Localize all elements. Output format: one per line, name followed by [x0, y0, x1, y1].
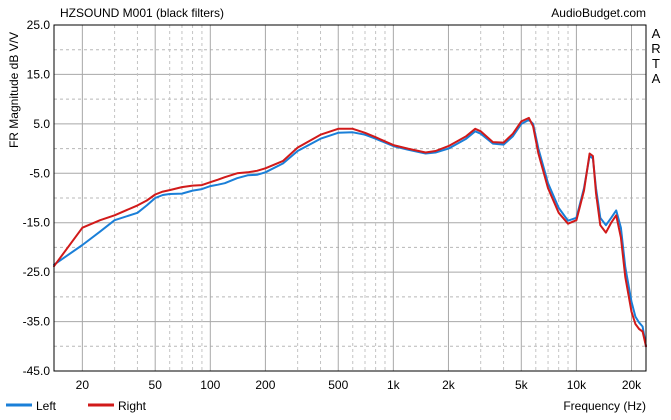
series-layer: [53, 116, 647, 348]
y-tick-label: -15.0: [23, 216, 51, 230]
y-tick-label: -25.0: [23, 265, 51, 279]
x-tick-label: 5k: [515, 378, 529, 392]
x-tick-label: 20: [76, 378, 90, 392]
series-line-right: [53, 116, 647, 348]
y-tick-label: -35.0: [23, 315, 51, 329]
x-tick-label: 500: [328, 378, 348, 392]
series-line-left: [53, 118, 647, 348]
x-axis-label: Frequency (Hz): [563, 399, 646, 413]
side-label-char: R: [651, 41, 660, 56]
x-tick-label: 20k: [622, 378, 642, 392]
side-label-char: A: [652, 26, 661, 41]
side-label-char: A: [652, 71, 661, 86]
x-tick-label: 10k: [567, 378, 587, 392]
tick-labels: 25.0 15.0 5.0 -5.0 -15.0 -25.0 -35.0 -45.0 20 50 1…: [23, 18, 643, 392]
plot-frame: [53, 24, 647, 372]
x-tick-label: 50: [149, 378, 163, 392]
side-label-char: T: [652, 56, 660, 71]
legend-label-right: Right: [118, 399, 147, 413]
side-label: A R T A: [651, 26, 660, 86]
chart-title: HZSOUND M001 (black filters): [60, 6, 224, 20]
y-tick-label: -5.0: [29, 166, 50, 180]
y-tick-label: 25.0: [27, 18, 51, 32]
legend: Left Right: [6, 399, 147, 413]
x-tick-label: 2k: [442, 378, 456, 392]
y-tick-label: 15.0: [27, 67, 51, 81]
x-tick-label: 1k: [387, 378, 401, 392]
x-tick-label: 100: [200, 378, 220, 392]
y-axis-label: FR Magnitude dB V/V: [7, 32, 21, 148]
y-tick-label: 5.0: [33, 117, 50, 131]
grid-layer: [54, 24, 646, 372]
y-tick-label: -45.0: [23, 364, 51, 378]
x-tick-label: 200: [255, 378, 275, 392]
watermark-label: AudioBudget.com: [551, 6, 646, 20]
legend-label-left: Left: [36, 399, 57, 413]
